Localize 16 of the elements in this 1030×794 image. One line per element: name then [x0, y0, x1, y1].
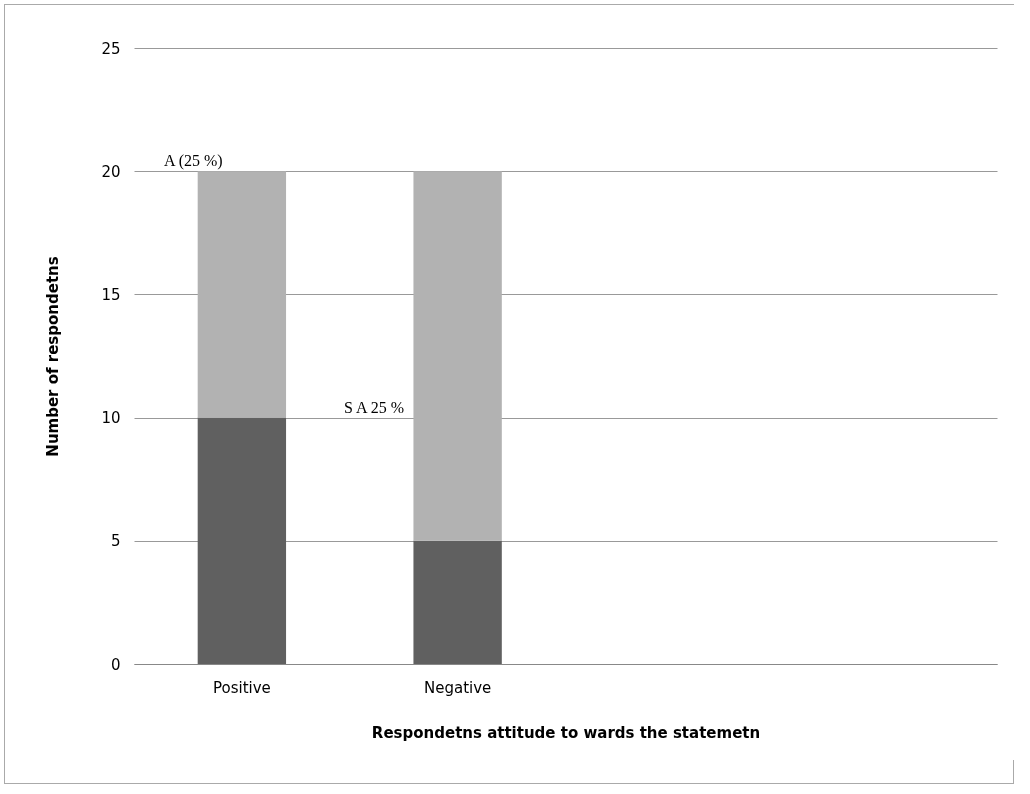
y-tick-label: 5 — [110, 532, 121, 551]
y-tick-label: 10 — [101, 409, 121, 428]
annotation: S A 25 % — [344, 399, 405, 416]
x-tick-label: Positive — [212, 678, 271, 697]
y-tick-label: 15 — [101, 285, 121, 304]
x-axis-title: Respondetns attitude to wards the statemetn — [371, 723, 761, 742]
bar — [197, 171, 287, 418]
x-tick-label: Negative — [423, 678, 492, 697]
bar — [413, 171, 502, 541]
bar — [197, 417, 287, 664]
y-tick-label: 25 — [101, 39, 121, 58]
y-axis-title: Number of respondetns — [44, 256, 63, 457]
bar — [413, 540, 502, 664]
annotation: A (25 %) — [164, 152, 223, 170]
y-tick-label: 20 — [101, 162, 121, 181]
y-tick-label: 0 — [110, 655, 121, 674]
